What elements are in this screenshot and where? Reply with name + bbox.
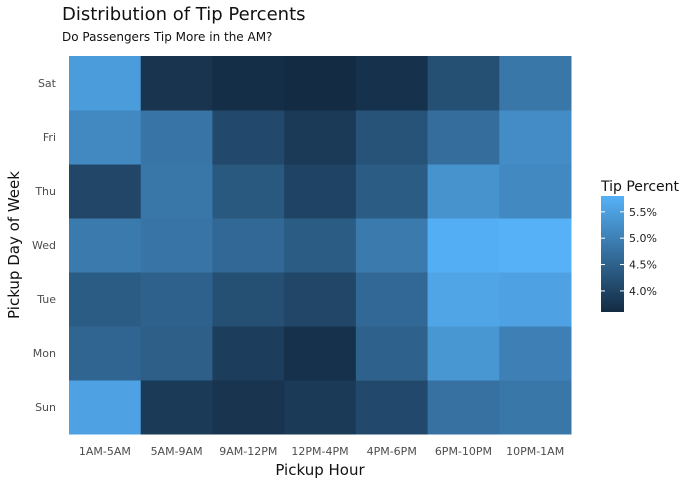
- x-tick-label: 9AM-12PM: [219, 445, 277, 458]
- heatmap-cell: [499, 218, 572, 273]
- heatmap-cell: [355, 380, 429, 435]
- heatmap-cell: [499, 326, 572, 381]
- chart-title: Distribution of Tip Percents: [62, 4, 306, 25]
- legend-tick-label: 5.5%: [629, 206, 657, 219]
- y-tick-label: Mon: [33, 347, 56, 360]
- heatmap-cell: [69, 110, 142, 165]
- heatmap-cell: [427, 218, 500, 273]
- chart-subtitle: Do Passengers Tip More in the AM?: [62, 30, 272, 44]
- heatmap-cell: [284, 110, 357, 165]
- heatmap-cell: [69, 164, 142, 219]
- x-tick-label: 6PM-10PM: [435, 445, 492, 458]
- x-tick-label: 1AM-5AM: [79, 445, 131, 458]
- legend-title: Tip Percent: [600, 179, 680, 195]
- heatmap-cell: [284, 326, 357, 381]
- heatmap-cell: [427, 164, 500, 219]
- legend-tick-label: 5.0%: [629, 232, 657, 245]
- heatmap-cell: [427, 272, 500, 327]
- heatmap-cell: [355, 56, 429, 111]
- x-tick-label: 12PM-4PM: [291, 445, 348, 458]
- heatmap-cell: [140, 380, 213, 435]
- heatmap-cell: [355, 164, 429, 219]
- x-tick-label: 5AM-9AM: [151, 445, 203, 458]
- legend-ticks: 4.0% 4.5% 5.0% 5.5%: [601, 206, 657, 298]
- heatmap-cell: [69, 218, 142, 273]
- y-tick-label: Thu: [34, 185, 56, 198]
- heatmap-cell: [284, 164, 357, 219]
- heatmap-cell: [140, 218, 213, 273]
- legend-tick-label: 4.5%: [629, 259, 657, 272]
- y-tick-label: Tue: [36, 293, 56, 306]
- heatmap-cell: [212, 326, 285, 381]
- x-axis-title: Pickup Hour: [275, 461, 365, 479]
- heatmap-cell: [69, 56, 142, 111]
- heatmap-cell: [355, 326, 429, 381]
- heatmap-cell: [284, 218, 357, 273]
- heatmap-cells: [69, 56, 572, 435]
- heatmap-cell: [69, 326, 142, 381]
- legend-colorbar: [601, 196, 624, 312]
- heatmap-cell: [212, 380, 285, 435]
- heatmap-cell: [427, 326, 500, 381]
- heatmap-cell: [284, 380, 357, 435]
- heatmap-cell: [499, 110, 572, 165]
- x-tick-label: 4PM-6PM: [367, 445, 417, 458]
- heatmap-cell: [355, 272, 429, 327]
- y-tick-label: Fri: [43, 131, 56, 144]
- heatmap-cell: [499, 164, 572, 219]
- heatmap-cell: [212, 164, 285, 219]
- heatmap-cell: [69, 272, 142, 327]
- heatmap-cell: [140, 56, 213, 111]
- y-axis-title: Pickup Day of Week: [5, 171, 23, 319]
- heatmap-cell: [212, 110, 285, 165]
- x-tick-label: 10PM-1AM: [506, 445, 564, 458]
- y-tick-labels: Sun Mon Tue Wed Thu Fri Sat: [32, 77, 57, 414]
- heatmap-cell: [212, 56, 285, 111]
- heatmap-cell: [355, 218, 429, 273]
- y-tick-label: Wed: [32, 239, 56, 252]
- heatmap-cell: [499, 56, 572, 111]
- heatmap-cell: [355, 110, 429, 165]
- heatmap-cell: [284, 56, 357, 111]
- y-tick-label: Sun: [35, 401, 56, 414]
- heatmap-cell: [140, 326, 213, 381]
- heatmap-cell: [427, 110, 500, 165]
- heatmap-cell: [140, 164, 213, 219]
- heatmap-cell: [69, 380, 142, 435]
- heatmap-cell: [427, 380, 500, 435]
- heatmap-cell: [499, 272, 572, 327]
- heatmap-cell: [212, 218, 285, 273]
- heatmap-cell: [427, 56, 500, 111]
- x-tick-labels: 1AM-5AM 5AM-9AM 9AM-12PM 12PM-4PM 4PM-6PM 6PM…: [79, 445, 564, 458]
- heatmap-cell: [212, 272, 285, 327]
- heatmap-cell: [284, 272, 357, 327]
- color-legend: Tip Percent 4.0% 4.5% 5.0% 5.5%: [600, 179, 680, 312]
- heatmap-cell: [140, 110, 213, 165]
- legend-tick-label: 4.0%: [629, 285, 657, 298]
- heatmap-cell: [499, 380, 572, 435]
- heatmap-cell: [140, 272, 213, 327]
- y-tick-label: Sat: [38, 77, 57, 90]
